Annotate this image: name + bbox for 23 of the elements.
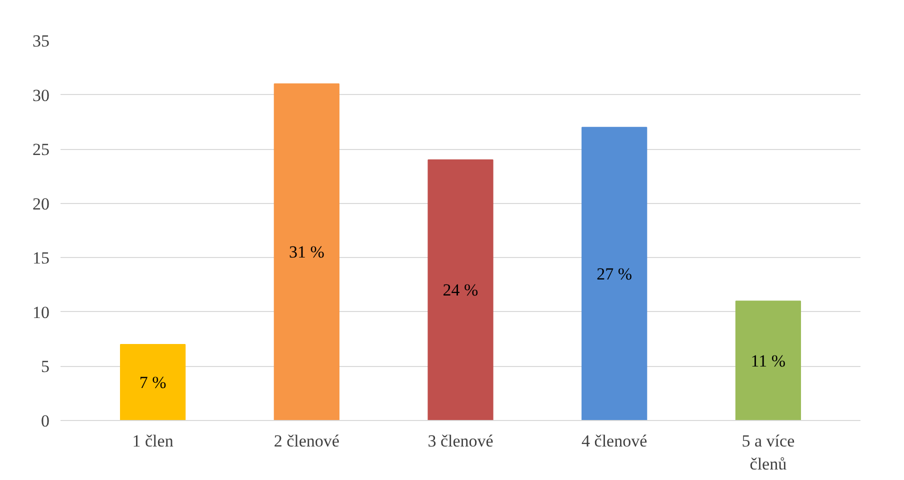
bar <box>735 300 801 420</box>
y-tick-label: 20 <box>32 194 50 214</box>
y-tick-label: 15 <box>32 248 50 268</box>
x-tick-label: 2 členové <box>274 432 340 450</box>
y-tick-label: 30 <box>32 86 50 105</box>
data-label: 27 % <box>596 264 632 284</box>
bar <box>120 344 186 420</box>
data-label: 31 % <box>288 242 324 262</box>
bar <box>582 126 648 420</box>
y-tick-label: 10 <box>32 302 50 322</box>
bar <box>428 159 494 420</box>
x-tick-label: 3 členové <box>428 432 494 450</box>
data-label: 24 % <box>442 280 478 300</box>
y-tick-label: 25 <box>32 140 50 160</box>
data-label: 11 % <box>750 351 786 370</box>
y-tick-label: 5 <box>41 357 50 376</box>
y-tick-label: 0 <box>41 412 50 430</box>
data-label: 7 % <box>139 373 166 392</box>
x-tick-label: 5 a více členů <box>742 432 795 474</box>
y-tick-label: 35 <box>32 32 50 50</box>
bar <box>274 83 340 420</box>
x-tick-label: 4 členové <box>582 432 648 450</box>
x-tick-label: 1 člen <box>132 432 174 450</box>
